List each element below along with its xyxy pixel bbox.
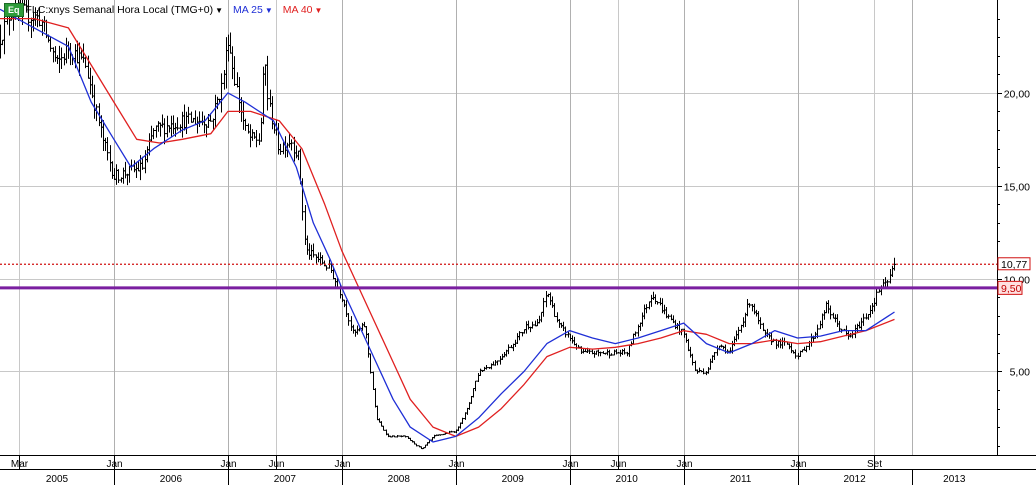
x-month-label: Jan (106, 459, 122, 470)
ma40-label[interactable]: MA 40 (282, 4, 313, 16)
candles-group (0, 0, 896, 450)
x-year-label: 2009 (502, 474, 525, 485)
y-tick-label: 15,00 (1004, 182, 1030, 194)
ma40-dropdown-icon[interactable]: ▼ (314, 5, 323, 15)
x-year-label: 2011 (730, 474, 752, 485)
x-year-label: 2007 (274, 474, 297, 485)
x-month-label: Jan (220, 459, 236, 470)
x-month-label: Jan (562, 459, 578, 470)
x-month-label: Jan (448, 459, 464, 470)
resistance-label-box (997, 257, 1031, 271)
x-year-label: 2008 (388, 474, 411, 485)
x-month-label: Jan (790, 459, 806, 470)
x-month-label: Jun (610, 459, 626, 470)
ma25-dropdown-icon[interactable]: ▼ (264, 5, 273, 15)
x-year-label: 2010 (616, 474, 639, 485)
x-month-label: Jun (268, 459, 284, 470)
x-year-label: 2005 (46, 474, 69, 485)
x-year-label: 2013 (943, 474, 966, 485)
equity-badge[interactable]: Eq (4, 3, 24, 17)
ma40-line (0, 17, 895, 438)
chart-header: Eq FLC:xnys Semanal Hora Local (TMG+0) ▼… (4, 3, 322, 17)
resistance-label: 10,77 (1001, 259, 1027, 271)
symbol-label[interactable]: FLC:xnys Semanal Hora Local (TMG+0) (25, 4, 214, 16)
x-month-label: Mar (11, 459, 29, 470)
y-tick-label: 5,00 (1010, 367, 1031, 379)
y-axis-panel (997, 0, 1036, 485)
support-label-box (997, 280, 1023, 295)
x-month-label: Jan (676, 459, 692, 470)
x-month-label: Set (867, 459, 882, 470)
symbol-dropdown-icon[interactable]: ▼ (215, 5, 224, 15)
ma25-line (0, 8, 895, 443)
ma25-label[interactable]: MA 25 (233, 4, 263, 16)
x-year-label: 2012 (843, 474, 866, 485)
x-year-label: 2006 (160, 474, 183, 485)
y-tick-label: 20,00 (1004, 89, 1030, 101)
support-label: 9,50 (1001, 283, 1022, 295)
x-month-label: Jan (334, 459, 350, 470)
